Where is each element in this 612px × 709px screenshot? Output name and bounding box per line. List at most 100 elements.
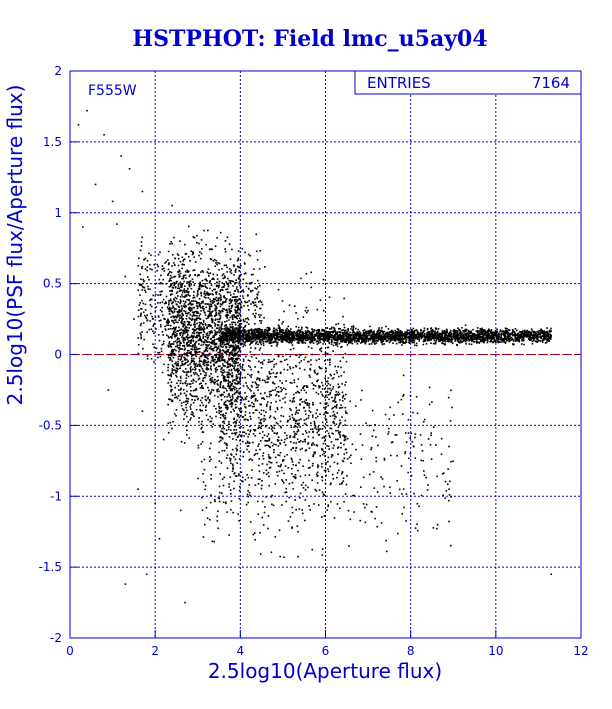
- data-point: [312, 416, 314, 418]
- data-point: [204, 285, 207, 287]
- data-point: [227, 351, 229, 353]
- data-point: [230, 304, 233, 307]
- data-point: [183, 442, 186, 444]
- data-point: [200, 248, 203, 250]
- data-point: [231, 360, 234, 362]
- data-point: [500, 337, 502, 340]
- data-point: [184, 362, 187, 364]
- data-point: [252, 428, 255, 431]
- data-point: [179, 342, 181, 345]
- data-point: [230, 383, 232, 386]
- data-point: [238, 421, 241, 423]
- data-point: [381, 329, 383, 332]
- data-point: [289, 435, 292, 437]
- data-point: [178, 347, 181, 349]
- data-point: [317, 379, 319, 382]
- data-point: [137, 488, 139, 490]
- data-point: [330, 374, 332, 377]
- data-point: [275, 400, 277, 403]
- data-point: [345, 393, 347, 396]
- data-point: [178, 270, 181, 273]
- data-point: [481, 331, 484, 333]
- data-point: [301, 401, 304, 403]
- data-point: [168, 342, 170, 345]
- data-point: [238, 312, 240, 315]
- data-point: [406, 335, 408, 338]
- data-point: [475, 334, 478, 337]
- data-point: [227, 363, 229, 366]
- data-point: [337, 429, 339, 432]
- data-point: [342, 460, 345, 463]
- data-point: [230, 453, 232, 455]
- data-point: [382, 340, 385, 342]
- data-point: [311, 353, 313, 356]
- data-point: [171, 204, 173, 207]
- data-point: [272, 330, 275, 333]
- data-point: [268, 393, 271, 396]
- data-point: [270, 368, 273, 371]
- data-point: [316, 431, 319, 434]
- data-point: [284, 331, 286, 334]
- data-point: [198, 254, 200, 257]
- data-point: [324, 359, 326, 362]
- data-point: [260, 335, 263, 338]
- data-point: [276, 422, 279, 425]
- data-point: [328, 434, 331, 437]
- data-point: [171, 352, 173, 354]
- data-point: [200, 252, 203, 255]
- data-point: [273, 327, 275, 329]
- data-point: [341, 471, 344, 473]
- data-point: [207, 310, 209, 313]
- data-point: [233, 355, 235, 357]
- data-point: [227, 362, 229, 364]
- data-point: [185, 293, 188, 296]
- data-point: [240, 371, 242, 374]
- data-point: [192, 313, 195, 316]
- data-point: [172, 305, 174, 307]
- data-point: [424, 336, 426, 338]
- data-point: [205, 347, 207, 349]
- data-point: [189, 352, 192, 354]
- data-point: [171, 394, 174, 396]
- data-point: [213, 338, 216, 341]
- data-point: [228, 299, 231, 302]
- data-point: [513, 330, 516, 333]
- data-point: [291, 473, 293, 475]
- data-point: [185, 374, 188, 377]
- data-point: [184, 400, 187, 403]
- data-point: [506, 327, 508, 330]
- data-point: [176, 397, 179, 400]
- data-point: [338, 385, 341, 388]
- data-point: [220, 359, 223, 362]
- data-point: [355, 327, 357, 330]
- data-point: [171, 369, 173, 372]
- data-point: [227, 426, 230, 428]
- data-point: [198, 333, 201, 335]
- data-point: [483, 336, 485, 339]
- data-point: [171, 265, 173, 267]
- data-point: [178, 309, 180, 312]
- data-point: [259, 403, 261, 406]
- data-point: [341, 416, 343, 418]
- data-point: [337, 375, 340, 378]
- data-point: [337, 322, 340, 325]
- data-point: [189, 371, 191, 373]
- data-point: [220, 326, 223, 328]
- data-point: [168, 310, 170, 312]
- data-point: [266, 378, 269, 380]
- data-point: [403, 342, 405, 344]
- data-point: [240, 342, 243, 345]
- data-point: [476, 342, 478, 344]
- data-point: [201, 285, 204, 287]
- data-point: [197, 334, 199, 337]
- data-point: [179, 272, 182, 275]
- data-point: [237, 370, 239, 372]
- data-point: [229, 326, 232, 328]
- data-point: [455, 329, 457, 332]
- data-point: [185, 294, 187, 297]
- data-point: [243, 435, 245, 437]
- data-point: [244, 376, 246, 379]
- data-point: [198, 324, 201, 326]
- data-point: [209, 314, 212, 317]
- data-point: [233, 367, 235, 369]
